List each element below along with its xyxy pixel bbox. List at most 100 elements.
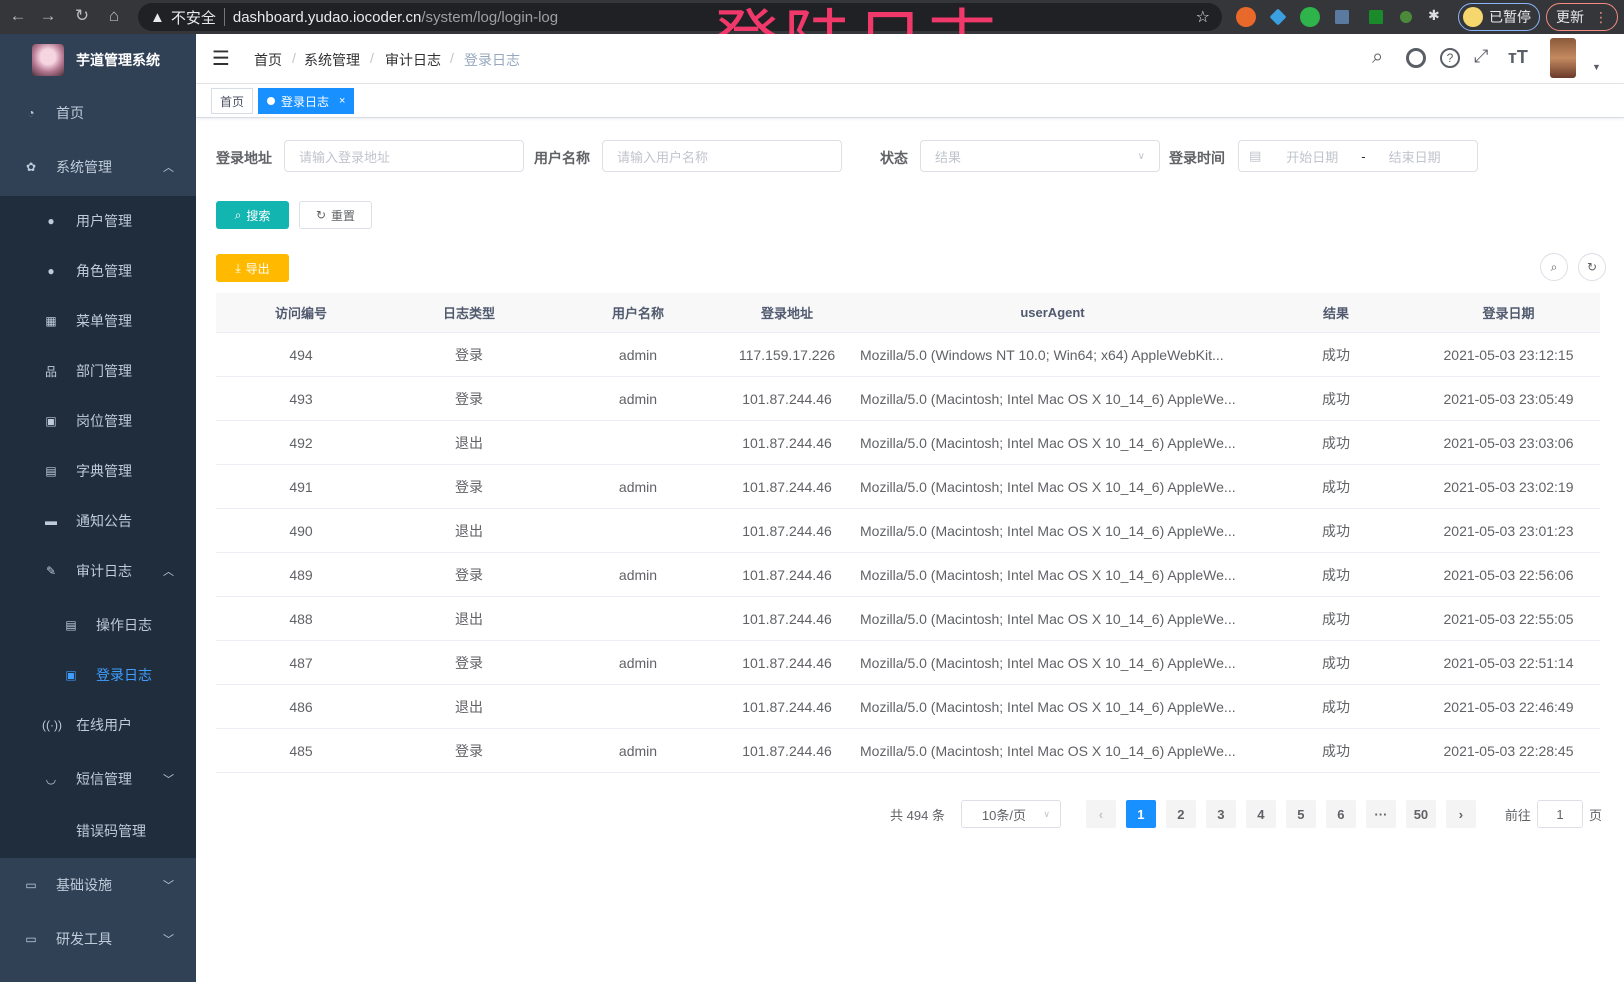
search-button[interactable]: ⌕ 搜索 bbox=[216, 201, 289, 229]
calendar-icon: ▤ bbox=[1249, 148, 1262, 163]
table-cell: admin bbox=[618, 654, 658, 671]
refresh-button[interactable]: ↻ bbox=[1578, 253, 1606, 281]
sidebar-item-label: 角色管理 bbox=[76, 263, 132, 279]
table-cell: 101.87.244.46 bbox=[742, 742, 832, 759]
app-logo[interactable]: 芋道管理系统 bbox=[0, 34, 196, 86]
end-date[interactable]: 结束日期 bbox=[1388, 149, 1441, 165]
page-size-select[interactable]: 10条/页 ∨ bbox=[960, 800, 1061, 828]
column-header: userAgent bbox=[1020, 305, 1085, 320]
address-input[interactable]: 请输入登录地址 bbox=[284, 140, 524, 172]
next-page-button[interactable]: › bbox=[1445, 800, 1476, 828]
sidebar-item-label: 通知公告 bbox=[76, 513, 132, 529]
tag-label: 登录日志 bbox=[281, 94, 330, 109]
address-bar[interactable]: ▲ 不安全 dashboard.yudao.iocoder.cn/system/… bbox=[138, 3, 1222, 31]
username-input[interactable]: 请输入用户名称 bbox=[602, 140, 842, 172]
breadcrumb-audit[interactable]: 审计日志 bbox=[385, 52, 441, 68]
puzzle-icon[interactable]: ✱ bbox=[1428, 7, 1440, 23]
page-button[interactable]: ··· bbox=[1365, 800, 1396, 828]
page-button[interactable]: 4 bbox=[1245, 800, 1276, 828]
extension-icon[interactable] bbox=[1269, 8, 1287, 26]
search-icon[interactable]: ⌕ bbox=[1372, 46, 1384, 68]
sidebar-item[interactable]: ✿ 系统管理 ︿ bbox=[0, 142, 196, 192]
table-row[interactable]: 490 退出 101.87.244.46 Mozilla/5.0 (Macintosh… bbox=[216, 509, 1600, 553]
close-icon[interactable]: × bbox=[339, 95, 346, 107]
sidebar-item[interactable]: ● 用户管理 bbox=[0, 196, 196, 246]
sidebar-item[interactable]: ▤ 操作日志 bbox=[0, 600, 196, 650]
table-row[interactable]: 493 登录 admin 101.87.244.46 Mozilla/5.0 (Maci… bbox=[216, 377, 1600, 421]
chevron-up-icon: ︿ bbox=[163, 162, 174, 174]
hamburger-icon[interactable]: ☰ bbox=[212, 48, 230, 70]
export-label: 导出 bbox=[245, 261, 270, 276]
sidebar-item[interactable]: ✎ 审计日志 ︿ bbox=[0, 546, 196, 596]
breadcrumb-system[interactable]: 系统管理 bbox=[304, 52, 360, 68]
reload-icon[interactable]: ↻ bbox=[74, 6, 90, 25]
search-label: 搜索 bbox=[246, 208, 271, 223]
goto-page-input[interactable] bbox=[1536, 800, 1583, 828]
sidebar-item[interactable]: ((·)) 在线用户 bbox=[0, 700, 196, 750]
sidebar-item[interactable]: ● 角色管理 bbox=[0, 246, 196, 296]
update-button[interactable]: 更新 ⋮ bbox=[1546, 3, 1618, 31]
sidebar-item[interactable]: ◡ 短信管理 ﹀ bbox=[0, 754, 196, 804]
table-row[interactable]: 486 退出 101.87.244.46 Mozilla/5.0 (Macintosh… bbox=[216, 685, 1600, 729]
user-avatar[interactable] bbox=[1550, 38, 1576, 78]
breadcrumb-home[interactable]: 首页 bbox=[254, 52, 282, 68]
table-row[interactable]: 491 登录 admin 101.87.244.46 Mozilla/5.0 (Maci… bbox=[216, 465, 1600, 509]
table-cell: 2021-05-03 23:01:23 bbox=[1443, 522, 1574, 539]
table-row[interactable]: 492 退出 101.87.244.46 Mozilla/5.0 (Macintosh… bbox=[216, 421, 1600, 465]
page-button[interactable]: 50 bbox=[1405, 800, 1436, 828]
extension-icon[interactable] bbox=[1236, 7, 1256, 27]
prev-page-button[interactable]: ‹ bbox=[1085, 800, 1116, 828]
extension-icon[interactable] bbox=[1400, 11, 1412, 23]
tag-login-log[interactable]: 登录日志 × bbox=[258, 88, 355, 114]
profile-paused-button[interactable]: 已暂停 bbox=[1458, 3, 1540, 31]
table-cell: Mozilla/5.0 (Macintosh; Intel Mac OS X 1… bbox=[860, 742, 1236, 759]
sidebar-item[interactable]: ▭ 研发工具 ﹀ bbox=[0, 914, 196, 964]
home-icon[interactable]: ⌂ bbox=[108, 6, 120, 25]
tag-home[interactable]: 首页 bbox=[211, 88, 254, 114]
font-size-icon[interactable]: тT bbox=[1508, 47, 1528, 67]
table-row[interactable]: 494 登录 admin 117.159.17.226 Mozilla/5.0 (Win… bbox=[216, 333, 1600, 377]
question-icon[interactable]: ? bbox=[1440, 48, 1460, 68]
sidebar-item-label: 操作日志 bbox=[96, 617, 152, 633]
sidebar-item[interactable]: ▭ 基础设施 ﹀ bbox=[0, 860, 196, 910]
tree-icon: 品 bbox=[44, 364, 57, 379]
table-row[interactable]: 488 退出 101.87.244.46 Mozilla/5.0 (Macintosh… bbox=[216, 597, 1600, 641]
forward-icon[interactable]: → bbox=[39, 6, 57, 25]
sidebar-item[interactable]: 品 部门管理 bbox=[0, 346, 196, 396]
star-icon[interactable]: ☆ bbox=[1195, 9, 1210, 26]
back-icon[interactable]: ← bbox=[9, 6, 27, 25]
extension-icon[interactable] bbox=[1300, 7, 1320, 27]
extension-icon[interactable] bbox=[1369, 10, 1383, 24]
sidebar-item[interactable]: ▤ 字典管理 bbox=[0, 446, 196, 496]
page-button[interactable]: 3 bbox=[1205, 800, 1236, 828]
sidebar-item[interactable]: ▦ 菜单管理 bbox=[0, 296, 196, 346]
sidebar-item[interactable]: ▣ 岗位管理 bbox=[0, 396, 196, 446]
table-cell: 101.87.244.46 bbox=[742, 610, 832, 627]
github-icon[interactable] bbox=[1406, 48, 1426, 68]
fullscreen-icon[interactable]: ⤢ bbox=[1474, 46, 1489, 66]
sidebar-item[interactable]: ▬ 通知公告 bbox=[0, 496, 196, 546]
page-button[interactable]: 5 bbox=[1285, 800, 1316, 828]
table-cell: 成功 bbox=[1322, 610, 1350, 627]
toggle-search-button[interactable]: ⌕ bbox=[1540, 253, 1568, 281]
page-button[interactable]: 1 bbox=[1125, 800, 1156, 828]
status-select[interactable]: 结果 ∨ bbox=[920, 140, 1160, 172]
table-row[interactable]: 489 登录 admin 101.87.244.46 Mozilla/5.0 (Maci… bbox=[216, 553, 1600, 597]
table-row[interactable]: 485 登录 admin 101.87.244.46 Mozilla/5.0 (Maci… bbox=[216, 729, 1600, 773]
page-button[interactable]: 6 bbox=[1325, 800, 1356, 828]
sidebar-item[interactable]: ◔ 首页 bbox=[0, 88, 196, 138]
start-date[interactable]: 开始日期 bbox=[1286, 149, 1339, 165]
table-row[interactable]: 487 登录 admin 101.87.244.46 Mozilla/5.0 (Maci… bbox=[216, 641, 1600, 685]
extension-icon[interactable] bbox=[1335, 10, 1349, 24]
table-cell: 登录 bbox=[455, 478, 483, 495]
date-range-picker[interactable]: ▤ 开始日期 - 结束日期 bbox=[1238, 140, 1478, 172]
sidebar-item[interactable]: ▣ 登录日志 bbox=[0, 650, 196, 700]
table-cell: 493 bbox=[289, 390, 313, 407]
reset-button[interactable]: ↻ 重置 bbox=[299, 201, 372, 229]
export-button[interactable]: ⤓ 导出 bbox=[216, 254, 289, 282]
table-cell: 成功 bbox=[1322, 698, 1350, 715]
sidebar-item[interactable]: 错误码管理 bbox=[0, 806, 196, 856]
update-label: 更新 bbox=[1556, 9, 1584, 25]
page-button[interactable]: 2 bbox=[1165, 800, 1196, 828]
caret-down-icon[interactable]: ▼ bbox=[1592, 62, 1601, 72]
